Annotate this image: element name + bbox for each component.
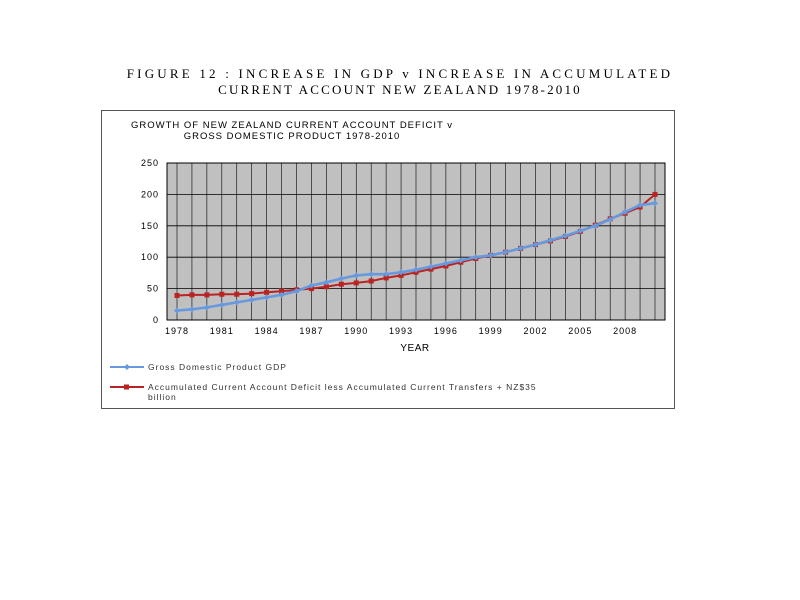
data-point	[353, 280, 359, 286]
y-tick-label: 150	[141, 221, 159, 231]
y-tick-label: 0	[153, 315, 159, 325]
data-point	[577, 227, 584, 234]
data-point	[233, 299, 240, 306]
data-point	[487, 252, 494, 259]
data-point	[607, 216, 614, 223]
data-point	[413, 266, 419, 273]
y-tick-label: 50	[147, 284, 159, 294]
data-point	[204, 292, 210, 298]
data-point	[174, 293, 180, 299]
y-tick-label: 100	[141, 252, 159, 262]
x-tick-label: 1996	[434, 326, 458, 336]
data-point	[652, 191, 658, 197]
data-point	[308, 282, 315, 289]
x-axis-label: YEAR	[400, 343, 429, 354]
x-tick-label: 1984	[255, 326, 279, 336]
data-point	[398, 269, 405, 276]
y-tick-label: 250	[141, 158, 159, 168]
chart-subtitle: GROSS DOMESTIC PRODUCT 1978-2010	[184, 131, 401, 142]
x-tick-label: 1990	[344, 326, 368, 336]
data-point	[188, 306, 195, 313]
legend-label: billion	[148, 392, 177, 402]
data-point	[263, 294, 270, 301]
x-tick-label: 1993	[389, 326, 413, 336]
legend-marker	[124, 384, 129, 390]
data-point	[308, 286, 314, 292]
data-point	[249, 291, 255, 297]
x-tick-label: 1987	[299, 326, 323, 336]
legend-label: Accumulated Current Account Deficit less…	[148, 382, 537, 392]
data-point	[442, 260, 449, 267]
data-point	[234, 291, 240, 297]
data-point	[383, 271, 390, 278]
data-point	[218, 301, 225, 308]
data-point	[338, 281, 344, 287]
chart-box: GROWTH OF NEW ZEALAND CURRENT ACCOUNT DE…	[101, 110, 675, 409]
y-tick-label: 200	[141, 189, 159, 199]
data-point	[353, 272, 360, 279]
data-point	[592, 222, 599, 229]
data-point	[398, 272, 404, 278]
data-point	[368, 278, 374, 284]
data-point	[174, 307, 180, 314]
legend-label: Gross Domestic Product GDP	[148, 362, 287, 372]
data-point	[532, 241, 539, 248]
data-point	[547, 237, 554, 244]
chart-title: GROWTH OF NEW ZEALAND CURRENT ACCOUNT DE…	[131, 120, 453, 131]
data-point	[427, 263, 434, 270]
data-point	[637, 202, 644, 209]
x-tick-label: 1981	[210, 326, 234, 336]
data-point	[472, 254, 479, 261]
data-point	[622, 208, 629, 215]
data-point	[383, 275, 389, 281]
data-point	[203, 304, 210, 311]
chart-svg: GROWTH OF NEW ZEALAND CURRENT ACCOUNT DE…	[110, 120, 666, 402]
x-tick-label: 2002	[523, 326, 547, 336]
x-tick-label: 1999	[479, 326, 503, 336]
data-point	[293, 288, 300, 295]
data-point	[189, 292, 195, 298]
x-tick-label: 2008	[613, 326, 637, 336]
x-tick-label: 1978	[165, 326, 189, 336]
data-point	[264, 289, 270, 295]
x-tick-label: 2005	[568, 326, 592, 336]
data-point	[652, 200, 658, 207]
data-point	[368, 271, 375, 278]
data-point	[323, 284, 329, 290]
data-point	[278, 291, 285, 298]
legend-marker	[124, 364, 130, 370]
data-point	[517, 245, 524, 252]
data-point	[219, 291, 225, 297]
data-point	[562, 232, 569, 239]
data-point	[457, 257, 464, 264]
figure-title-line1: FIGURE 12 : INCREASE IN GDP v INCREASE I…	[126, 66, 674, 81]
data-point	[248, 296, 255, 303]
data-point	[279, 288, 285, 294]
data-point	[502, 249, 509, 256]
data-point	[323, 279, 330, 286]
figure-title-line2: CURRENT ACCOUNT NEW ZEALAND 1978-2010	[218, 82, 582, 97]
data-point	[338, 275, 345, 282]
